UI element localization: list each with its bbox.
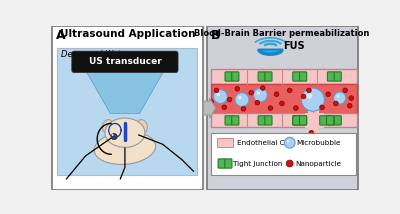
Circle shape [334,92,346,104]
Circle shape [307,88,311,93]
Polygon shape [259,50,282,54]
FancyBboxPatch shape [293,72,300,81]
Text: Endothelial Cell: Endothelial Cell [236,140,293,146]
Ellipse shape [102,120,114,134]
Circle shape [249,90,254,95]
Bar [305,113,324,128]
FancyBboxPatch shape [225,72,232,81]
Ellipse shape [105,118,145,147]
Circle shape [309,130,314,135]
Bar [211,133,356,175]
FancyBboxPatch shape [328,72,334,81]
FancyBboxPatch shape [265,72,272,81]
Circle shape [326,92,330,97]
Text: B: B [210,29,220,42]
Circle shape [241,107,246,111]
Circle shape [227,97,232,102]
Text: Blood-Brain Barrier permeabilization: Blood-Brain Barrier permeabilization [194,29,370,38]
Ellipse shape [136,120,147,134]
FancyBboxPatch shape [52,27,203,190]
FancyBboxPatch shape [72,51,178,73]
FancyBboxPatch shape [300,72,307,81]
Bar [216,138,234,147]
FancyBboxPatch shape [258,116,265,125]
Circle shape [260,86,265,90]
Text: US transducer: US transducer [88,57,161,66]
Circle shape [111,134,117,140]
Circle shape [235,86,240,91]
FancyBboxPatch shape [334,116,341,125]
Circle shape [214,88,219,93]
FancyBboxPatch shape [334,72,341,81]
Circle shape [320,105,324,110]
Polygon shape [86,70,164,113]
FancyBboxPatch shape [225,159,232,168]
FancyBboxPatch shape [206,27,358,190]
Circle shape [222,105,226,110]
Circle shape [284,137,295,148]
FancyBboxPatch shape [293,116,300,125]
Circle shape [280,101,284,106]
Circle shape [286,160,293,167]
Circle shape [214,90,227,103]
FancyBboxPatch shape [320,116,327,125]
Circle shape [314,138,318,143]
Circle shape [301,88,324,111]
FancyBboxPatch shape [328,116,334,125]
FancyBboxPatch shape [225,116,232,125]
FancyBboxPatch shape [326,116,334,125]
Text: Nanoparticle: Nanoparticle [295,160,341,166]
FancyBboxPatch shape [232,72,239,81]
Circle shape [349,96,354,100]
FancyBboxPatch shape [258,72,265,81]
Circle shape [336,95,340,98]
FancyBboxPatch shape [293,116,300,125]
Circle shape [287,140,290,143]
Circle shape [323,137,328,142]
Circle shape [294,106,298,110]
Text: FUS: FUS [284,41,305,51]
FancyBboxPatch shape [232,116,239,125]
Circle shape [238,96,242,99]
FancyBboxPatch shape [57,48,196,175]
Text: Microbubble: Microbubble [297,140,341,146]
Text: Tight Junction: Tight Junction [234,160,283,166]
FancyArrow shape [204,98,216,118]
Bar [211,84,357,113]
Circle shape [112,134,114,136]
Circle shape [255,100,260,105]
Circle shape [216,93,220,96]
Ellipse shape [94,132,156,164]
Circle shape [209,100,214,104]
Bar [211,113,357,127]
Text: A: A [56,29,65,42]
Circle shape [348,103,352,108]
Circle shape [313,144,318,149]
Circle shape [334,101,338,106]
Circle shape [235,93,249,107]
FancyBboxPatch shape [265,116,272,125]
Circle shape [306,93,312,99]
Text: Ultrasound Application: Ultrasound Application [60,29,196,39]
Text: Degassed Water: Degassed Water [61,50,130,59]
FancyBboxPatch shape [218,159,225,168]
Circle shape [274,92,279,97]
Circle shape [318,145,323,150]
Circle shape [287,88,292,93]
FancyBboxPatch shape [300,116,307,125]
Circle shape [254,88,267,102]
Circle shape [343,88,348,93]
FancyBboxPatch shape [300,116,307,125]
Circle shape [301,94,306,99]
Circle shape [268,106,273,110]
Bar [211,69,357,84]
Circle shape [257,91,260,95]
